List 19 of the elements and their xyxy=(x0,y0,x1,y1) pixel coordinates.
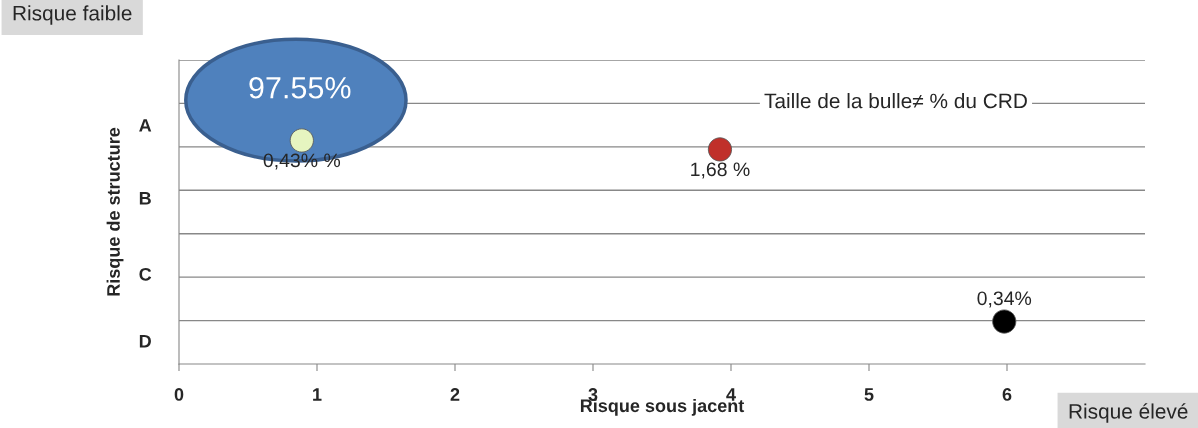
x-tick-label: 0 xyxy=(174,388,184,401)
annotation: 1,68 % xyxy=(691,162,750,179)
x-tick-label: 1 xyxy=(313,388,322,401)
text: Risque élevé xyxy=(1069,403,1188,423)
x-tick-label: 6 xyxy=(1002,388,1012,401)
text: B xyxy=(139,192,151,205)
text: Taille de la bulle≠ % du CRD xyxy=(764,93,1027,109)
text: 97.55% xyxy=(249,76,351,99)
text: C xyxy=(139,267,152,281)
text: Risque faible xyxy=(13,5,132,25)
x-tick-label: 2 xyxy=(450,388,460,401)
x-axis-title: Risque sous jacent xyxy=(580,398,745,416)
x-tick-label: 3 xyxy=(588,388,598,401)
text: A xyxy=(139,119,152,132)
annotation: 0,34% xyxy=(977,291,1032,308)
y-axis-title: Risque de structure xyxy=(106,127,124,296)
x-tick-label: 5 xyxy=(864,388,874,401)
text: D xyxy=(139,334,151,348)
x-tick-label: 4 xyxy=(726,388,736,401)
